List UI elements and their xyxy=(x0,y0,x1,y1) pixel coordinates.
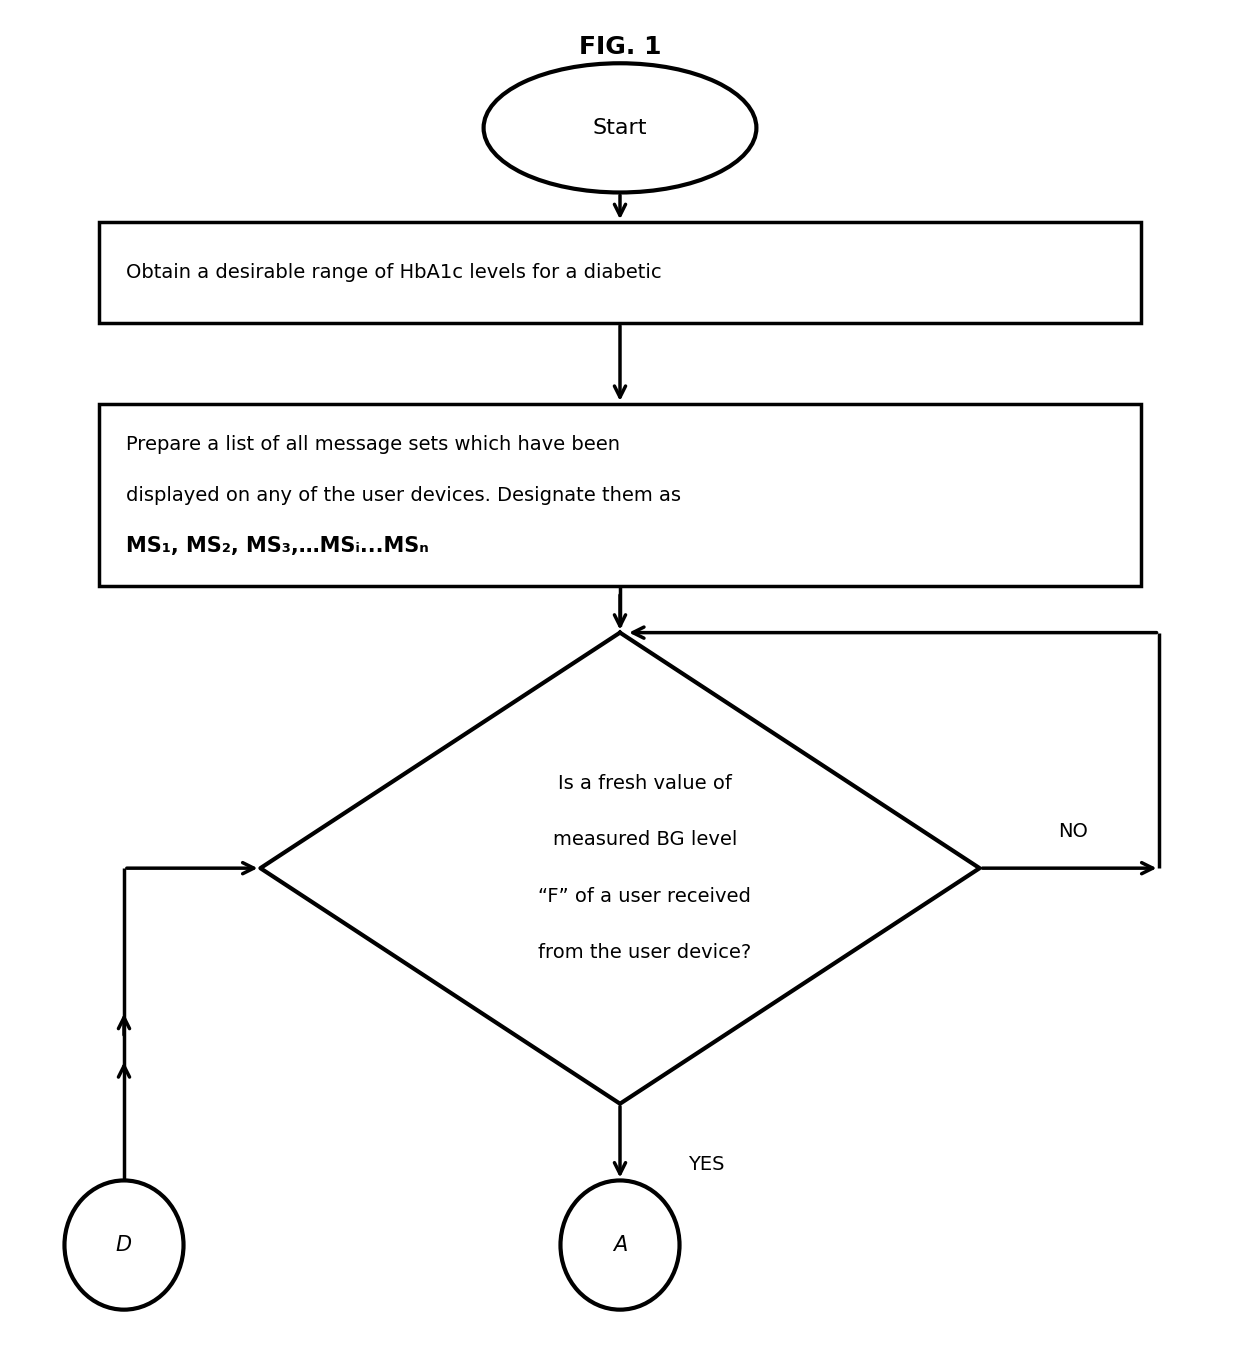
Text: D: D xyxy=(115,1236,133,1254)
FancyBboxPatch shape xyxy=(99,404,1141,586)
Text: Prepare a list of all message sets which have been: Prepare a list of all message sets which… xyxy=(126,435,620,454)
Text: Obtain a desirable range of HbA1c levels for a diabetic: Obtain a desirable range of HbA1c levels… xyxy=(126,262,662,283)
Text: from the user device?: from the user device? xyxy=(538,944,751,962)
Text: measured BG level: measured BG level xyxy=(553,830,737,849)
Circle shape xyxy=(64,1180,184,1310)
FancyBboxPatch shape xyxy=(99,222,1141,323)
Text: “F” of a user received: “F” of a user received xyxy=(538,887,751,906)
Text: Start: Start xyxy=(593,118,647,137)
Text: FIG. 1: FIG. 1 xyxy=(579,35,661,59)
Circle shape xyxy=(560,1180,680,1310)
Text: MS₁, MS₂, MS₃,…MSᵢ...MSₙ: MS₁, MS₂, MS₃,…MSᵢ...MSₙ xyxy=(126,537,429,556)
Text: A: A xyxy=(613,1236,627,1254)
Text: NO: NO xyxy=(1058,822,1087,841)
Text: displayed on any of the user devices. Designate them as: displayed on any of the user devices. De… xyxy=(126,486,682,505)
Text: Is a fresh value of: Is a fresh value of xyxy=(558,774,732,793)
Text: YES: YES xyxy=(688,1155,724,1174)
Ellipse shape xyxy=(484,63,756,192)
